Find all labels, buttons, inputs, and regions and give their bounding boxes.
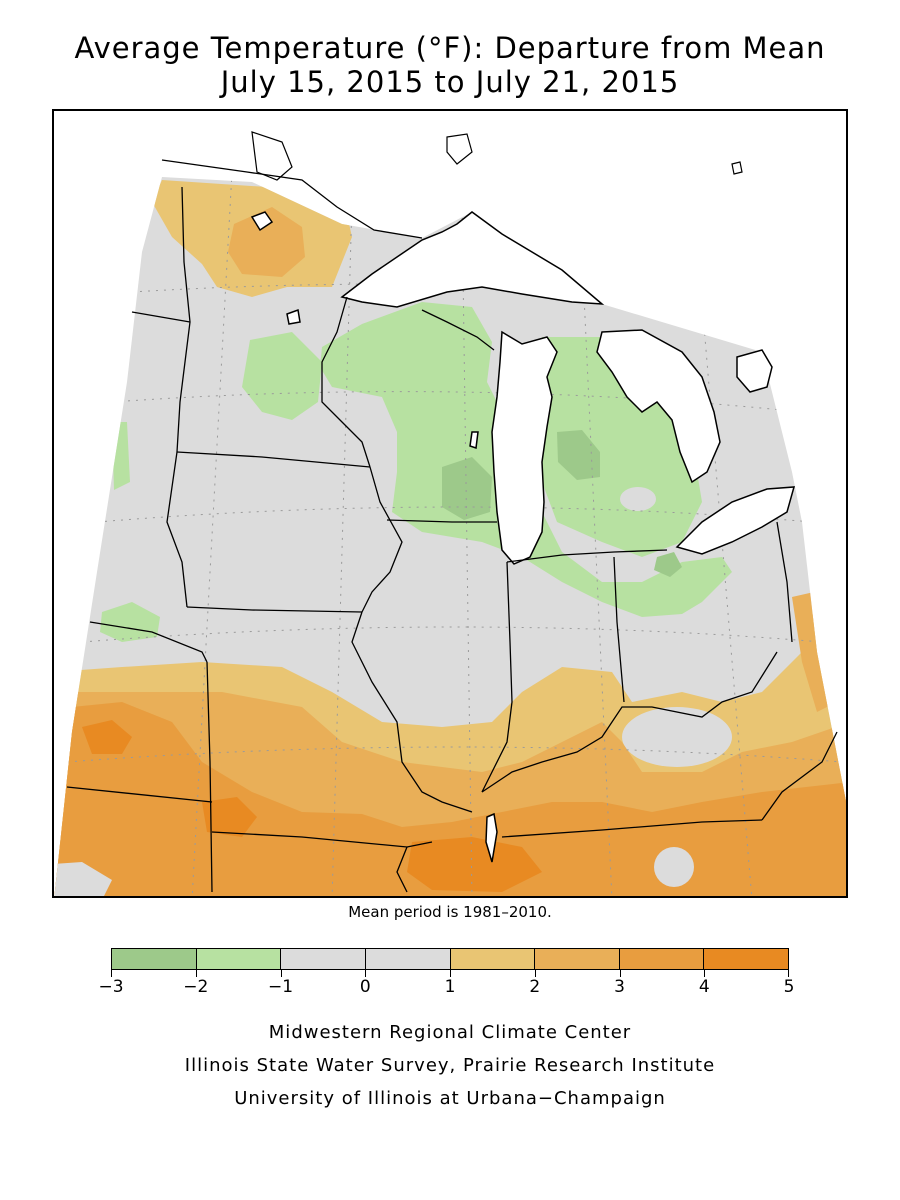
cool-core-michigan	[557, 430, 600, 480]
missouri-kansas-border	[206, 661, 213, 893]
legend-scale: −3 −2 −1 0 1 2 3 4 5	[98, 970, 794, 1000]
warm-core-missouri	[202, 797, 257, 837]
legend-tick-label: −1	[267, 977, 294, 997]
legend-swatch	[365, 949, 451, 969]
warm-core-west	[82, 720, 132, 754]
legend-swatch	[450, 949, 536, 969]
nebraska-kansas-border	[66, 786, 213, 803]
dakota-border	[89, 621, 208, 663]
mean-period-note: Mean period is 1981–2010.	[348, 903, 552, 921]
cool-area-west-edge	[112, 422, 130, 490]
michigan-indiana-border	[506, 549, 668, 563]
warm-area-south-level3	[54, 702, 846, 896]
lake-huron	[596, 329, 721, 484]
wisconsin-illinois-border	[386, 519, 497, 523]
cool-core-wisconsin	[442, 457, 492, 520]
legend-swatch	[535, 949, 620, 969]
missouri-bootheel	[396, 846, 408, 893]
legend-tick-mark	[365, 970, 367, 977]
legend-tick-label: 5	[783, 977, 795, 997]
legend-tick-label: 3	[614, 977, 625, 997]
legend-tick-label: −2	[183, 977, 209, 997]
warm-core-southeast-missouri	[407, 837, 542, 892]
cool-core-detroit	[654, 552, 682, 577]
illinois-missouri-river	[351, 611, 473, 813]
legend-tick-label: 1	[444, 977, 456, 997]
legend-tick-label: −3	[98, 977, 124, 997]
legend-tick-label: 0	[359, 977, 371, 997]
warm-area-north-minnesota-core	[228, 207, 305, 277]
credit-survey: Illinois State Water Survey, Prairie Res…	[184, 1055, 716, 1076]
missouri-arkansas-border	[211, 831, 433, 848]
normal-pocket-tennessee	[654, 847, 694, 887]
cool-area-wisconsin-michigan	[320, 302, 732, 617]
iowa-west-border	[166, 451, 188, 608]
credit-university: University of Illinois at Urbana−Champai…	[234, 1088, 666, 1109]
dakota-east	[131, 311, 191, 323]
credit-organization: Midwestern Regional Climate Center	[268, 1022, 632, 1043]
lake-winnebago	[469, 431, 479, 450]
legend-tick-mark	[534, 970, 536, 977]
ohio-river	[481, 651, 778, 793]
cool-area-iowa-west	[100, 602, 160, 642]
lake-erie	[675, 486, 796, 555]
map-title: Average Temperature (°F): Departure from…	[74, 31, 826, 65]
legend-tick-mark	[111, 970, 112, 977]
normal-pocket-michigan	[620, 487, 656, 511]
legend-swatch	[704, 949, 788, 969]
legend-tick-label: 2	[529, 977, 541, 997]
map-panel	[52, 109, 848, 898]
lake-of-the-woods	[250, 211, 274, 232]
temperature-departure-map	[54, 131, 846, 896]
lake-michigan	[491, 330, 558, 565]
normal-pocket-southwest	[54, 862, 112, 896]
date-range: July 15, 2015 to July 21, 2015	[220, 65, 680, 99]
ohio-pennsylvania-border	[776, 521, 793, 643]
minnesota-iowa-border	[176, 451, 371, 468]
legend-swatch	[619, 949, 705, 969]
legend-tick-mark	[788, 970, 789, 977]
cool-area-central-minnesota	[242, 332, 322, 420]
legend-tick-mark	[195, 970, 197, 977]
kentucky-virginia-border	[761, 731, 838, 821]
legend-tick-mark	[704, 970, 706, 977]
legend-tick-mark	[619, 970, 621, 977]
minnesota-wisconsin-border	[321, 296, 371, 468]
kentucky-tennessee-border	[501, 819, 763, 838]
legend-tick-mark	[280, 970, 282, 977]
kentucky-lake	[485, 812, 498, 863]
illinois-indiana-border	[481, 561, 513, 793]
iowa-illinois-river	[361, 466, 403, 613]
color-legend	[111, 948, 789, 970]
normal-pocket-kentucky	[622, 707, 732, 767]
lake-superior	[340, 211, 605, 308]
great-lakes	[250, 211, 796, 863]
legend-tick-mark	[450, 970, 451, 977]
legend-swatch	[281, 949, 366, 969]
wisconsin-michigan-up-border	[421, 309, 495, 351]
legend-swatch	[196, 949, 282, 969]
indiana-ohio-border	[613, 556, 625, 703]
canada-border	[161, 159, 423, 239]
legend-tick-label: 4	[698, 977, 710, 997]
lake-ontario	[736, 349, 773, 393]
political-borders	[66, 159, 838, 893]
mille-lacs	[286, 308, 301, 325]
isle-royale	[251, 131, 743, 181]
legend-swatch	[112, 949, 197, 969]
iowa-missouri-border	[186, 606, 363, 613]
